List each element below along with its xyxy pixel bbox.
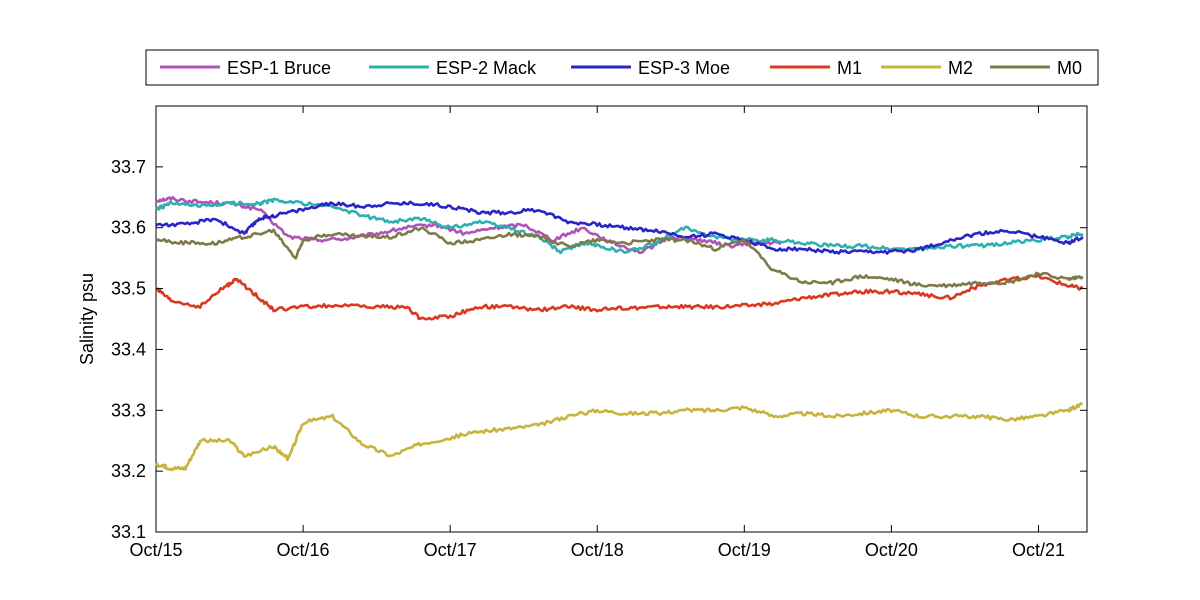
legend-label: M0 (1057, 58, 1082, 78)
x-tick-label: Oct/17 (424, 540, 477, 560)
x-tick-label: Oct/21 (1012, 540, 1065, 560)
series-line-m1 (155, 273, 1084, 321)
legend-label: M2 (948, 58, 973, 78)
x-tick-label: Oct/18 (571, 540, 624, 560)
y-axis-title: Salinity psu (77, 273, 97, 365)
legend-label: ESP-1 Bruce (227, 58, 331, 78)
plot-area (154, 105, 1088, 533)
x-axis: Oct/15 Oct/16 Oct/17 Oct/18 Oct/19 Oct/20 Oct/… (129, 106, 1065, 560)
y-tick-label: 33.5 (111, 279, 146, 299)
x-tick-label: Oct/15 (129, 540, 182, 560)
series-line-m2 (154, 402, 1084, 472)
series-line-esp-2-mack (154, 197, 1084, 255)
y-tick-label: 33.7 (111, 157, 146, 177)
series-line-m0 (155, 226, 1084, 289)
legend-label: M1 (837, 58, 862, 78)
legend-label: ESP-3 Moe (638, 58, 730, 78)
legend-label: ESP-2 Mack (436, 58, 537, 78)
plot-frame (155, 105, 1088, 533)
x-tick-label: Oct/19 (718, 540, 771, 560)
y-tick-label: 33.6 (111, 218, 146, 238)
legend: ESP-1 Bruce ESP-2 Mack ESP-3 Moe M1 M2 M0 (145, 49, 1099, 86)
x-tick-label: Oct/20 (865, 540, 918, 560)
x-tick-label: Oct/16 (277, 540, 330, 560)
y-tick-label: 33.4 (111, 339, 146, 359)
y-tick-label: 33.1 (111, 522, 146, 542)
series-line-esp-3-moe (155, 200, 1084, 255)
y-axis: 33.1 33.2 33.3 33.4 33.5 33.6 33.7 (111, 157, 1087, 542)
y-tick-label: 33.3 (111, 400, 146, 420)
y-tick-label: 33.2 (111, 461, 146, 481)
